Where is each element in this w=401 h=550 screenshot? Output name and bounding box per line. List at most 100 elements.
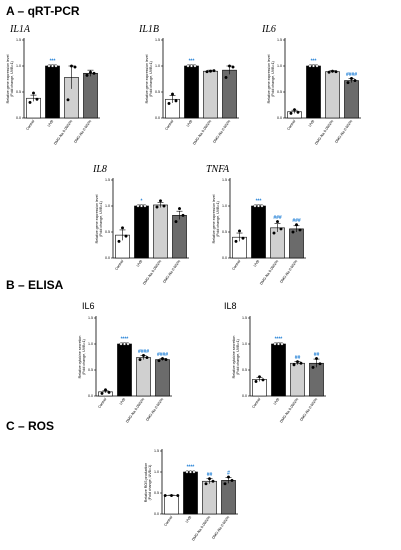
chart-title: IL8 — [224, 301, 237, 311]
data-point — [224, 75, 228, 79]
y-tick-label: 0.0 — [88, 394, 93, 398]
category-label: DMG-Na 0.0002% — [53, 119, 74, 146]
y-tick-label: 1.0 — [222, 204, 227, 208]
bar-1 — [117, 343, 132, 397]
y-tick-label: 0.5 — [88, 368, 93, 372]
category-label: Control — [164, 119, 174, 131]
y-axis-label: Relative ROS production — [144, 463, 148, 503]
data-point — [292, 363, 296, 367]
data-point — [315, 357, 319, 361]
category-label: DMG-Na 0.0002% — [314, 119, 335, 146]
significance-label: #### — [138, 349, 149, 355]
data-point — [193, 64, 197, 68]
data-point — [138, 358, 142, 362]
data-point — [311, 365, 315, 369]
category-label: UVB — [136, 259, 144, 268]
data-point — [189, 64, 193, 68]
data-point — [155, 205, 159, 209]
data-point — [276, 220, 280, 224]
data-point — [88, 70, 92, 74]
category-label: Control — [163, 515, 173, 527]
y-tick-label: 0.5 — [155, 90, 160, 94]
category-label: UVB — [47, 119, 55, 128]
bar-3 — [309, 362, 324, 397]
data-point — [185, 470, 189, 474]
bar-3 — [83, 72, 98, 119]
significance-label: #### — [157, 352, 168, 358]
data-point — [237, 229, 241, 233]
data-point — [272, 231, 276, 235]
data-point — [253, 204, 257, 208]
data-point — [277, 342, 281, 346]
data-point — [289, 111, 293, 115]
data-point — [124, 234, 128, 238]
data-point — [261, 378, 265, 382]
y-tick-label: 0.0 — [242, 394, 247, 398]
y-tick-label: 0.0 — [154, 512, 159, 516]
data-point — [164, 358, 168, 362]
data-point — [279, 227, 283, 231]
data-point — [299, 361, 303, 365]
bar-2 — [153, 204, 168, 259]
data-point — [258, 375, 262, 379]
y-axis-label: (Fold change, UVB=1) — [99, 201, 103, 237]
data-point — [295, 223, 299, 227]
data-point — [73, 65, 77, 69]
chart-0: IL1A 0.0 0.5 1.0 1.5 Relative gene expression… — [6, 24, 100, 146]
data-point — [254, 379, 258, 383]
category-label: Control — [286, 119, 296, 131]
category-label: DMG-Na 0.0002% — [142, 259, 163, 286]
y-axis-label: (Fold change, UVB=1) — [236, 339, 240, 375]
data-point — [318, 362, 322, 366]
data-point — [346, 81, 350, 85]
data-point — [163, 494, 167, 498]
chart-2: IL6 0.0 0.5 1.0 1.5 Relative gene expression … — [261, 24, 361, 146]
bar-3 — [221, 480, 236, 515]
data-point — [66, 98, 70, 102]
y-tick-label: 0.5 — [222, 230, 227, 234]
y-tick-label: 0.5 — [154, 491, 159, 495]
chart-3: IL8 0.0 0.5 1.0 1.5 Relative gene expression … — [92, 164, 189, 286]
y-tick-label: 0.5 — [242, 368, 247, 372]
data-point — [260, 204, 264, 208]
section-title-elisa: B – ELISA — [6, 278, 64, 292]
y-axis-label: (Fold change, UVB=1) — [82, 339, 86, 375]
significance-label: ### — [292, 218, 301, 224]
bar-1 — [45, 65, 60, 119]
bar-1 — [251, 205, 266, 259]
y-axis-label: (Fold change, UVB=1) — [148, 465, 152, 501]
significance-label: *** — [50, 58, 56, 64]
y-tick-label: 1.5 — [16, 38, 21, 42]
data-point — [54, 64, 58, 68]
category-label: Control — [231, 259, 241, 271]
y-tick-label: 0.5 — [16, 90, 21, 94]
bar-1 — [271, 343, 286, 397]
data-point — [51, 64, 55, 68]
data-point — [103, 388, 107, 392]
bar-2 — [202, 480, 217, 515]
data-point — [143, 204, 147, 208]
bar-1 — [183, 471, 198, 515]
section-title-qrt-pcr: A – qRT-PCR — [6, 4, 80, 18]
y-tick-label: 1.5 — [155, 38, 160, 42]
data-point — [174, 220, 178, 224]
category-label: UVB — [273, 397, 281, 406]
chart-panels: IL1A 0.0 0.5 1.0 1.5 Relative gene expression… — [6, 24, 361, 542]
y-axis-label: (Fold change, UVB=1) — [10, 61, 14, 97]
category-label: DMG-Na 0.002% — [211, 515, 230, 540]
significance-label: *** — [189, 58, 195, 64]
data-point — [47, 64, 51, 68]
category-label: DMG-Na 0.002% — [73, 119, 92, 144]
data-point — [174, 99, 178, 103]
y-tick-label: 1.0 — [154, 470, 159, 474]
data-point — [241, 236, 245, 240]
y-tick-label: 1.5 — [105, 178, 110, 182]
data-point — [296, 360, 300, 364]
chart-1: IL1B 0.0 0.5 1.0 1.5 Relative gene expression… — [138, 24, 239, 146]
data-point — [257, 204, 261, 208]
bar-1 — [306, 65, 321, 119]
category-label: Control — [114, 259, 124, 271]
data-point — [298, 228, 302, 232]
data-point — [312, 64, 316, 68]
